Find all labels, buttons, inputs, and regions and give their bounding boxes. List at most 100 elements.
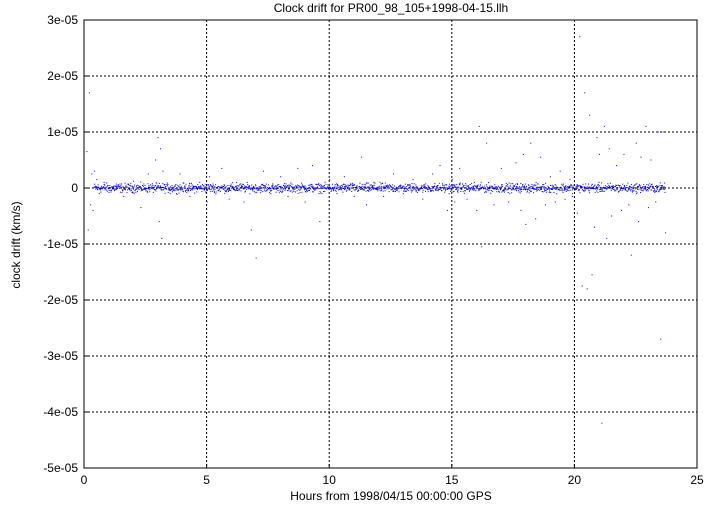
data-point bbox=[252, 188, 254, 190]
data-point bbox=[175, 189, 177, 191]
data-point bbox=[161, 237, 163, 239]
data-point bbox=[441, 190, 443, 192]
data-point bbox=[569, 185, 571, 187]
data-point bbox=[612, 185, 614, 187]
data-point bbox=[408, 184, 410, 186]
data-point bbox=[254, 188, 256, 190]
data-point bbox=[576, 184, 578, 186]
data-point bbox=[584, 186, 586, 188]
data-point bbox=[608, 148, 610, 150]
data-point bbox=[247, 187, 249, 189]
data-point bbox=[363, 189, 365, 191]
data-point bbox=[547, 188, 549, 190]
data-point bbox=[412, 190, 414, 192]
data-point bbox=[604, 186, 606, 188]
data-point bbox=[465, 186, 467, 188]
data-point bbox=[179, 184, 181, 186]
data-point bbox=[305, 188, 307, 190]
data-point bbox=[221, 167, 223, 169]
data-point bbox=[150, 187, 152, 189]
data-point bbox=[371, 188, 373, 190]
data-point bbox=[614, 186, 616, 188]
data-point bbox=[421, 188, 423, 190]
data-point bbox=[136, 188, 138, 190]
data-point bbox=[624, 188, 626, 190]
data-point bbox=[640, 191, 642, 193]
data-point bbox=[196, 186, 198, 188]
data-point bbox=[496, 191, 498, 193]
data-point bbox=[641, 187, 643, 189]
data-point bbox=[296, 187, 298, 189]
data-point bbox=[594, 184, 596, 186]
data-point bbox=[301, 184, 303, 186]
data-point bbox=[539, 189, 541, 191]
data-point bbox=[643, 183, 645, 185]
data-point bbox=[118, 185, 120, 187]
data-point bbox=[237, 189, 239, 191]
data-point bbox=[289, 190, 291, 192]
data-point bbox=[473, 188, 475, 190]
data-point bbox=[621, 188, 623, 190]
data-point bbox=[662, 131, 664, 133]
data-point bbox=[446, 209, 448, 211]
data-point bbox=[494, 187, 496, 189]
data-point bbox=[379, 181, 381, 183]
data-point bbox=[99, 188, 101, 190]
data-point bbox=[345, 188, 347, 190]
data-point bbox=[323, 185, 325, 187]
data-point bbox=[354, 184, 356, 186]
data-point bbox=[248, 184, 250, 186]
data-point bbox=[189, 189, 191, 191]
data-point bbox=[94, 183, 96, 185]
data-point bbox=[572, 189, 574, 191]
data-point bbox=[403, 185, 405, 187]
data-point bbox=[181, 188, 183, 190]
data-point bbox=[611, 188, 613, 190]
data-point bbox=[228, 190, 230, 192]
data-point bbox=[545, 182, 547, 184]
data-point bbox=[439, 188, 441, 190]
data-point bbox=[415, 189, 417, 191]
data-point bbox=[402, 193, 404, 195]
data-point bbox=[471, 187, 473, 189]
data-point bbox=[612, 186, 614, 188]
data-point bbox=[309, 184, 311, 186]
data-point bbox=[330, 190, 332, 192]
data-point bbox=[508, 182, 510, 184]
data-point bbox=[331, 188, 333, 190]
data-point bbox=[264, 185, 266, 187]
data-point bbox=[615, 185, 617, 187]
data-point bbox=[390, 185, 392, 187]
data-point bbox=[271, 186, 273, 188]
data-point bbox=[135, 191, 137, 193]
data-point bbox=[453, 190, 455, 192]
data-point bbox=[158, 185, 160, 187]
data-point bbox=[367, 190, 369, 192]
x-tick-label: 15 bbox=[445, 473, 459, 487]
data-point bbox=[564, 186, 566, 188]
data-point bbox=[602, 190, 604, 192]
data-point bbox=[610, 187, 612, 189]
data-point bbox=[192, 185, 194, 187]
data-point bbox=[582, 186, 584, 188]
data-point bbox=[569, 184, 571, 186]
data-point bbox=[422, 189, 424, 191]
data-point bbox=[272, 183, 274, 185]
data-point bbox=[253, 186, 255, 188]
data-point bbox=[201, 190, 203, 192]
data-point bbox=[275, 191, 277, 193]
data-point bbox=[635, 190, 637, 192]
data-point bbox=[185, 190, 187, 192]
data-point bbox=[353, 184, 355, 186]
data-point bbox=[223, 188, 225, 190]
data-point bbox=[251, 188, 253, 190]
data-point bbox=[288, 188, 290, 190]
data-point bbox=[588, 192, 590, 194]
data-point bbox=[454, 184, 456, 186]
data-point bbox=[347, 187, 349, 189]
data-point bbox=[133, 187, 135, 189]
data-point bbox=[326, 187, 328, 189]
data-point bbox=[416, 186, 418, 188]
data-point bbox=[444, 184, 446, 186]
data-point bbox=[206, 190, 208, 192]
